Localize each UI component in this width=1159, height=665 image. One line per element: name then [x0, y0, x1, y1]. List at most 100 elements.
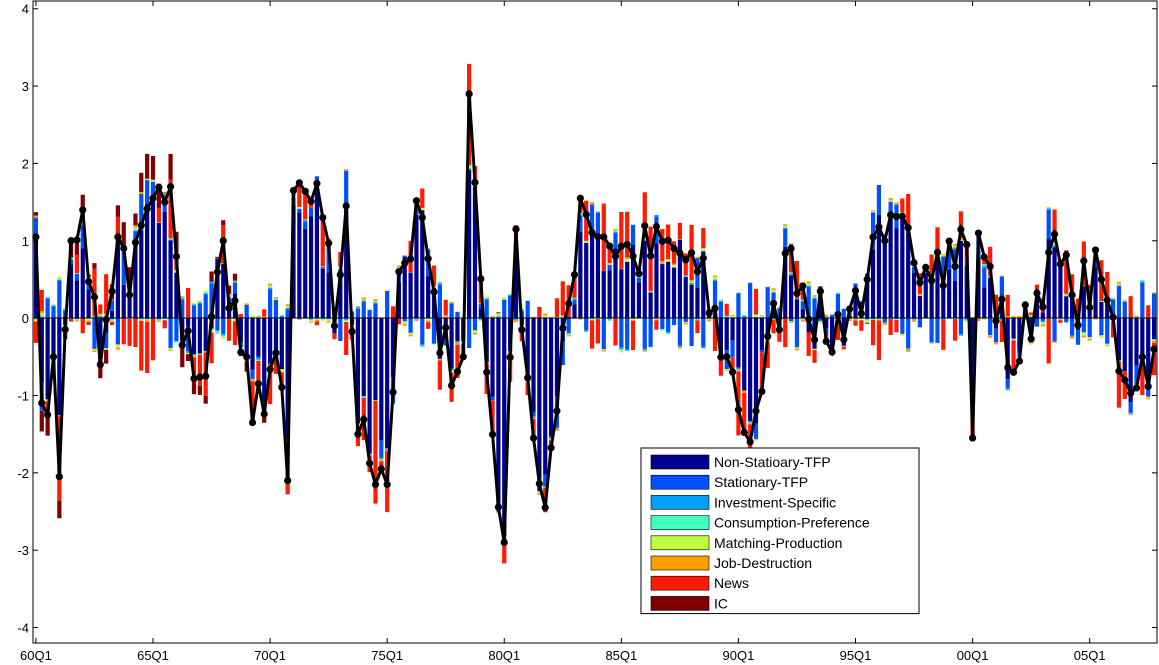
bar-segment-news	[414, 319, 419, 321]
bar-segment-non-statioary-tfp	[876, 215, 882, 319]
bar-segment-ic	[186, 354, 191, 361]
bar-segment-job-destruction	[707, 319, 712, 322]
bar-segment-matching-production	[285, 306, 290, 308]
bar-segment-non-statioary-tfp	[648, 292, 653, 319]
line-point	[682, 256, 690, 264]
bar-segment-job-destruction	[1058, 318, 1063, 321]
bar-segment-job-destruction	[613, 229, 618, 231]
bar-segment-news	[426, 322, 431, 329]
bar-segment-stationary-tfp	[308, 207, 314, 217]
bar-segment-news	[68, 318, 74, 322]
line-point	[90, 293, 99, 301]
bar-segment-ic	[180, 348, 185, 368]
line-point	[851, 287, 860, 295]
bar-segment-job-destruction	[209, 332, 214, 334]
bar-segment-investment-specific	[952, 247, 958, 250]
line-point	[898, 212, 906, 220]
bar-segment-non-statioary-tfp	[174, 272, 179, 319]
bar-segment-matching-production	[607, 263, 612, 265]
bar-segment-investment-specific	[941, 318, 946, 320]
line-point	[307, 197, 315, 205]
bar-segment-non-statioary-tfp	[139, 230, 144, 319]
bar-segment-investment-specific	[1052, 245, 1057, 248]
bar-segment-ic	[98, 367, 103, 379]
y-tick-label: -2	[17, 466, 29, 481]
bar-segment-news	[121, 318, 126, 345]
bar-segment-matching-production	[115, 345, 120, 348]
bar-segment-stationary-tfp	[625, 318, 630, 350]
bar-segment-investment-specific	[695, 318, 700, 320]
bar-segment-non-statioary-tfp	[472, 186, 478, 319]
bar-segment-ic	[209, 271, 214, 282]
line-point	[1050, 230, 1059, 238]
bar-segment-consumption-preference	[736, 292, 741, 294]
bar-segment-investment-specific	[859, 300, 864, 302]
bar-segment-matching-production	[630, 318, 636, 321]
line-point	[1115, 367, 1123, 375]
line-point	[1121, 376, 1129, 384]
line-point	[787, 244, 795, 253]
line-point	[553, 407, 561, 415]
bar-segment-consumption-preference	[145, 319, 150, 321]
bar-segment-job-destruction	[724, 370, 729, 372]
bar-segment-investment-specific	[1110, 298, 1116, 300]
line-point	[336, 271, 344, 279]
line-point	[629, 252, 637, 260]
bar-segment-non-statioary-tfp	[186, 318, 191, 327]
bar-segment-stationary-tfp	[1040, 318, 1045, 321]
bar-segment-consumption-preference	[402, 321, 407, 323]
bar-segment-investment-specific	[1081, 285, 1086, 287]
bar-segment-stationary-tfp	[911, 266, 917, 273]
bar-segment-non-statioary-tfp	[683, 277, 688, 319]
bar-segment-consumption-preference	[414, 318, 419, 320]
bar-segment-news	[900, 198, 905, 213]
bar-segment-matching-production	[484, 296, 489, 299]
bar-segment-stationary-tfp	[982, 267, 987, 288]
legend-swatch	[650, 575, 710, 591]
bar-segment-job-destruction	[677, 346, 682, 349]
bar-segment-consumption-preference	[373, 400, 378, 401]
bar-segment-stationary-tfp	[408, 318, 413, 333]
bar-segment-matching-production	[98, 314, 103, 316]
bar-segment-non-statioary-tfp	[297, 212, 302, 319]
bar-segment-stationary-tfp	[789, 318, 794, 322]
bar-segment-stationary-tfp	[584, 318, 589, 331]
bar-segment-stationary-tfp	[759, 350, 764, 353]
bar-segment-investment-specific	[209, 281, 214, 284]
bar-segment-consumption-preference	[824, 317, 829, 318]
bar-segment-job-destruction	[33, 215, 39, 218]
bar-segment-job-destruction	[267, 283, 273, 286]
bar-segment-stationary-tfp	[835, 293, 841, 319]
bar-segment-investment-specific	[958, 334, 963, 336]
bar-segment-non-statioary-tfp	[806, 318, 811, 333]
bar-segment-stationary-tfp	[806, 286, 811, 319]
bar-segment-matching-production	[326, 319, 331, 322]
bar-segment-ic	[221, 220, 226, 226]
bar-segment-non-statioary-tfp	[326, 272, 331, 319]
bar-segment-consumption-preference	[297, 208, 302, 209]
bar-segment-matching-production	[1116, 283, 1122, 286]
bar-segment-consumption-preference	[203, 292, 208, 294]
bar-segment-news	[619, 212, 624, 269]
bar-segment-stationary-tfp	[74, 273, 80, 281]
bar-segment-non-statioary-tfp	[1116, 318, 1122, 361]
bar-segment-stationary-tfp	[191, 305, 197, 319]
bar-segment-consumption-preference	[1005, 389, 1010, 391]
bar-segment-job-destruction	[379, 459, 384, 462]
bar-segment-job-destruction	[355, 306, 361, 308]
bar-segment-job-destruction	[584, 240, 589, 242]
bar-segment-job-destruction	[250, 379, 255, 382]
legend-swatch	[650, 474, 710, 490]
bar-segment-matching-production	[502, 297, 507, 300]
bar-segment-news	[267, 363, 273, 405]
line-point	[395, 268, 403, 276]
bar-segment-non-statioary-tfp	[589, 232, 595, 319]
legend-label: Consumption-Preference	[714, 515, 870, 531]
bar-segment-stationary-tfp	[273, 299, 279, 319]
bar-segment-consumption-preference	[344, 319, 349, 322]
bar-segment-consumption-preference	[267, 286, 273, 288]
bar-segment-investment-specific	[554, 427, 560, 429]
bar-segment-investment-specific	[982, 265, 987, 268]
bar-segment-job-destruction	[736, 370, 741, 372]
